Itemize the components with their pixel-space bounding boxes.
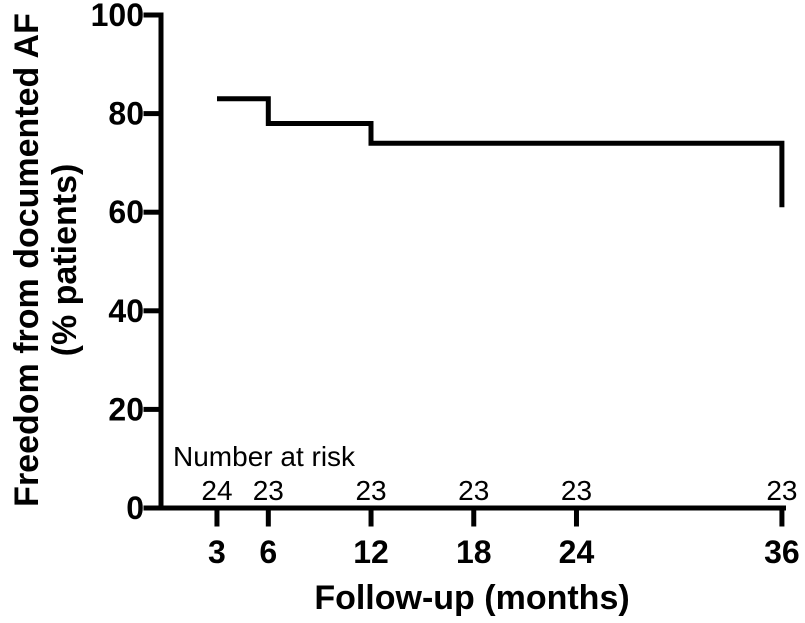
number-at-risk-count: 23 [355, 475, 386, 506]
number-at-risk-count: 23 [253, 475, 284, 506]
km-curve [217, 96, 785, 208]
y-tick-label: 40 [108, 293, 144, 329]
curve-layer [217, 96, 785, 208]
y-tick-label: 100 [91, 0, 144, 33]
y-tick-label: 80 [108, 96, 144, 132]
y-axis-title-line2: (% patients) [46, 164, 84, 357]
x-tick-label: 36 [764, 534, 800, 570]
x-tick-label: 18 [456, 534, 492, 570]
number-at-risk-count: 23 [458, 475, 489, 506]
y-tick-label: 20 [108, 391, 144, 427]
x-tick-label: 3 [208, 534, 226, 570]
tick-labels-layer: 0 20 40 60 80 100 3 6 12 18 24 36 24 23 23 23 23 23 [91, 0, 800, 570]
number-at-risk-count: 23 [561, 475, 592, 506]
x-axis-title: Follow-up (months) [314, 579, 629, 617]
x-tick-label: 12 [353, 534, 389, 570]
x-tick-label: 24 [559, 534, 595, 570]
number-at-risk-label: Number at risk [173, 441, 356, 472]
y-tick-label: 0 [126, 490, 144, 526]
x-tick-label: 6 [259, 534, 277, 570]
number-at-risk-count: 24 [201, 475, 232, 506]
y-axis-title-line1: Freedom from documented AF [8, 13, 46, 507]
number-at-risk-count: 23 [766, 475, 797, 506]
y-tick-label: 60 [108, 194, 144, 230]
axes-layer [143, 12, 786, 527]
